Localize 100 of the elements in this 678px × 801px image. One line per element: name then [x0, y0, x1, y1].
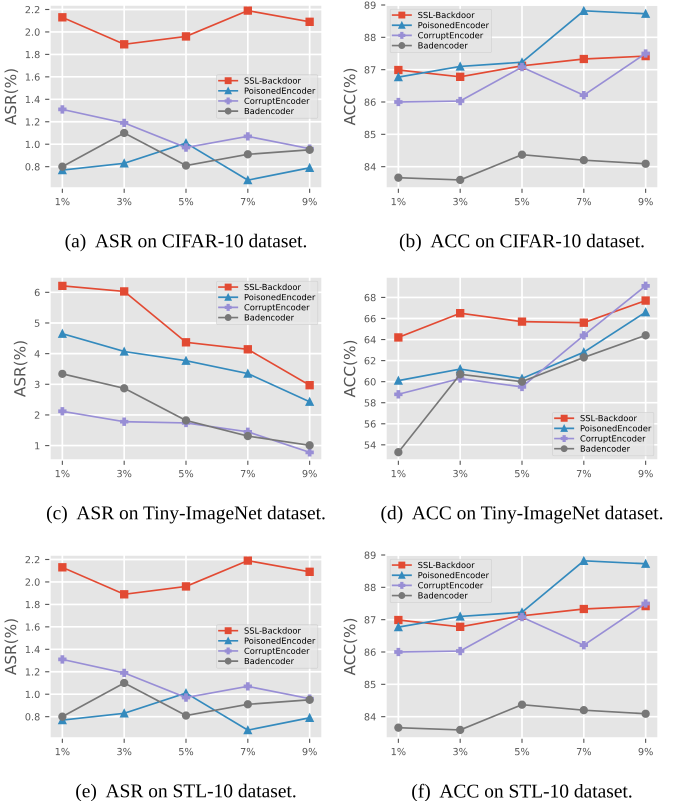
y-axis-title: ASR(%)	[4, 69, 18, 125]
x-tick-label: 9%	[638, 748, 653, 756]
legend-label: Badencoder	[244, 108, 294, 114]
y-tick-label: 89	[364, 1, 376, 9]
y-tick-label: 85	[364, 680, 376, 688]
y-tick-label: 1.0	[26, 140, 40, 148]
x-tick-label: 5%	[179, 748, 194, 756]
y-tick-label: 6	[34, 288, 40, 296]
text: (b) ACC on CIFAR-10 dataset.	[400, 234, 644, 252]
legend-label: SSL-Backdoor	[580, 414, 637, 422]
legend-label: PoisonedEncoder	[418, 572, 490, 578]
y-tick-label: 86	[364, 648, 376, 656]
y-tick-label: 2.0	[26, 578, 40, 586]
text: (d) ACC on Tiny-ImageNet dataset.	[381, 506, 662, 524]
legend-label: PoisonedEncoder	[418, 22, 490, 28]
legend-label: CorruptEncoder	[244, 98, 310, 106]
text: (c) ASR on Tiny-ImageNet dataset.	[46, 506, 325, 524]
y-tick-label: 1.6	[26, 73, 40, 81]
y-tick-label: 1.2	[26, 118, 40, 126]
x-tick-label: 9%	[638, 198, 653, 206]
y-tick-label: 88	[364, 34, 376, 42]
legend-label: Badencoder	[244, 314, 294, 321]
legend-label: Badencoder	[580, 445, 630, 452]
y-tick-label: 86	[364, 98, 376, 106]
y-tick-label: 87	[364, 66, 376, 74]
y-tick-label: 87	[364, 616, 376, 624]
x-tick-label: 7%	[576, 748, 591, 756]
x-tick-label: 3%	[117, 470, 132, 478]
x-tick-label: 9%	[302, 198, 317, 206]
y-tick-label: 0.8	[25, 713, 40, 720]
y-tick-label: 5	[34, 320, 40, 327]
x-tick-label: 3%	[117, 748, 132, 756]
y-tick-label: 84	[364, 713, 376, 720]
x-tick-label: 5%	[515, 748, 530, 756]
legend-label: PoisonedEncoder	[244, 294, 316, 300]
y-tick-label: 88	[364, 584, 376, 592]
legend-label: SSL-Backdoor	[418, 12, 475, 18]
x-tick-label: 3%	[453, 748, 468, 756]
x-tick-label: 1%	[56, 198, 70, 206]
legend-label: CorruptEncoder	[418, 582, 484, 590]
x-tick-label: 3%	[117, 198, 132, 206]
legend-label: CorruptEncoder	[580, 435, 646, 444]
legend-label: Badencoder	[418, 42, 468, 49]
y-tick-label: 68	[364, 294, 376, 302]
legend-label: CorruptEncoder	[244, 648, 310, 656]
y-tick-label: 60	[364, 378, 376, 386]
y-tick-label: 0.8	[25, 163, 40, 170]
legend-label: PoisonedEncoder	[580, 424, 652, 432]
y-tick-label: 89	[364, 551, 376, 559]
x-tick-label: 3%	[453, 198, 468, 206]
legend-label: SSL-Backdoor	[244, 77, 301, 84]
x-tick-label: 1%	[392, 470, 406, 478]
legend-label: Badencoder	[418, 592, 468, 599]
y-tick-label: 4	[34, 350, 40, 358]
x-tick-label: 7%	[576, 470, 591, 478]
y-axis-title: ACC(%)	[344, 340, 358, 398]
legend-label: SSL-Backdoor	[418, 562, 475, 568]
y-axis-title: ACC(%)	[344, 618, 358, 676]
x-tick-label: 1%	[392, 198, 406, 206]
y-tick-label: 1.2	[26, 668, 40, 676]
y-tick-label: 1.4	[26, 646, 40, 653]
y-tick-label: 1.6	[26, 623, 40, 631]
y-tick-label: 2	[34, 411, 40, 419]
x-tick-label: 9%	[302, 748, 317, 756]
text: (e) ASR on STL-10 dataset.	[76, 784, 296, 801]
y-tick-label: 64	[364, 336, 376, 344]
text: (a) ASR on CIFAR-10 dataset.	[66, 234, 306, 252]
y-tick-label: 1.4	[26, 96, 40, 103]
x-tick-label: 3%	[453, 470, 468, 478]
x-tick-label: 5%	[515, 198, 530, 206]
x-tick-label: 1%	[56, 748, 70, 756]
legend-label: CorruptEncoder	[418, 32, 484, 40]
y-axis-title: ACC(%)	[344, 68, 358, 126]
y-tick-label: 84	[364, 163, 376, 170]
x-tick-label: 7%	[576, 198, 591, 206]
y-tick-label: 62	[364, 357, 376, 364]
y-tick-label: 2.0	[26, 28, 40, 36]
y-tick-label: 58	[364, 399, 376, 407]
legend-label: SSL-Backdoor	[244, 627, 301, 634]
y-tick-label: 54	[364, 441, 376, 449]
y-axis-title: ASR(%)	[14, 341, 28, 397]
x-tick-label: 5%	[179, 198, 194, 206]
legend-label: PoisonedEncoder	[244, 87, 316, 94]
x-tick-label: 1%	[392, 748, 406, 756]
y-tick-label: 3	[34, 380, 40, 388]
y-tick-label: 56	[364, 420, 376, 428]
y-tick-label: 1.8	[26, 50, 40, 58]
y-tick-label: 2.2	[26, 6, 40, 14]
y-tick-label: 85	[364, 130, 376, 138]
legend-label: CorruptEncoder	[244, 304, 310, 312]
x-tick-label: 7%	[240, 198, 255, 206]
y-axis-title: ASR(%)	[4, 619, 18, 675]
y-tick-label: 1.8	[26, 600, 40, 608]
y-tick-label: 1.0	[26, 690, 40, 698]
x-tick-label: 1%	[56, 470, 70, 478]
y-tick-label: 66	[364, 314, 376, 322]
y-tick-label: 1	[35, 442, 40, 450]
x-tick-label: 5%	[179, 470, 194, 478]
x-tick-label: 5%	[515, 470, 530, 478]
x-tick-label: 7%	[240, 470, 255, 478]
